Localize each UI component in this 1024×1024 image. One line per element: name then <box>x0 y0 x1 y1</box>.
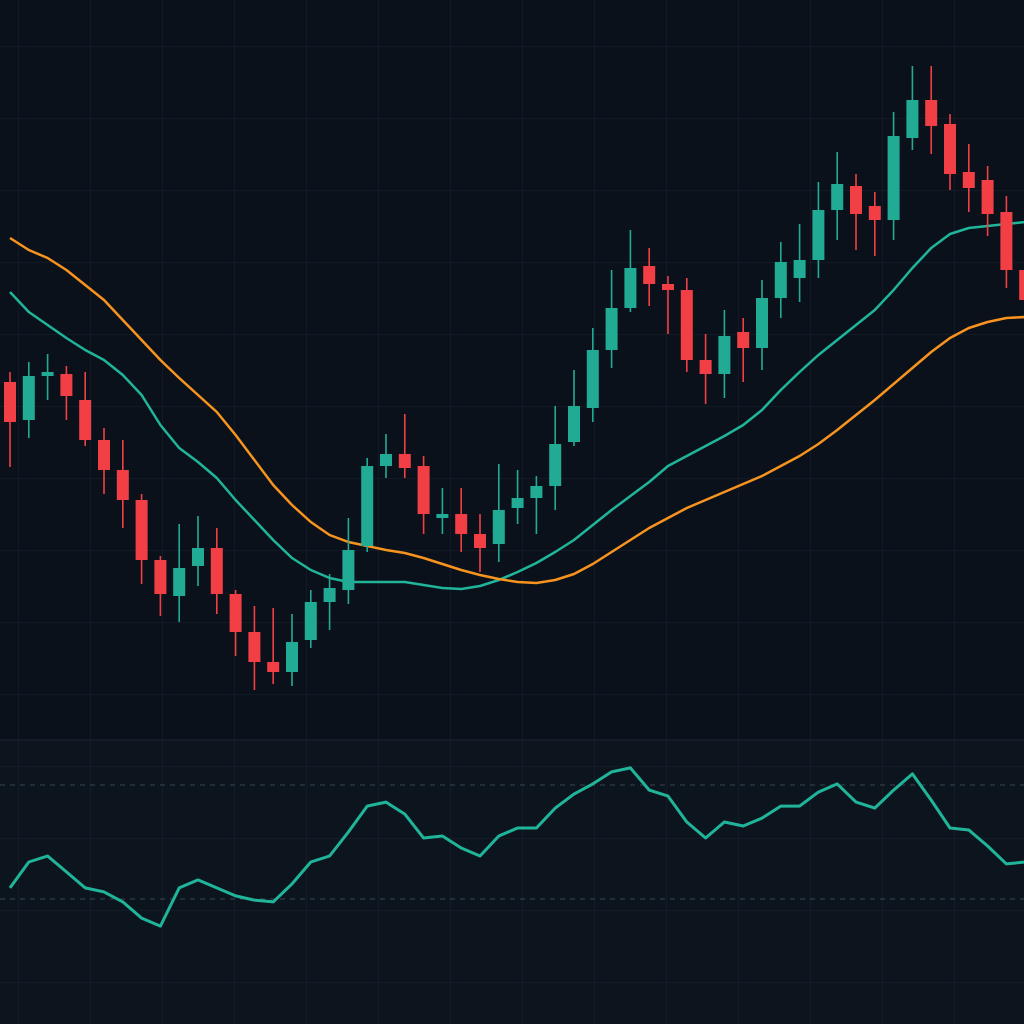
candle-body <box>60 374 73 396</box>
candle-body <box>887 136 900 220</box>
candle-body <box>22 376 35 420</box>
candle-body <box>680 290 693 360</box>
candle-body <box>492 510 505 544</box>
candle-body <box>135 500 148 560</box>
candle-body <box>455 514 468 534</box>
candle-body <box>173 568 186 596</box>
candle-body <box>624 268 637 308</box>
candle-body <box>398 454 411 468</box>
candle-body <box>793 260 806 278</box>
candle-body <box>98 440 110 470</box>
candle-body <box>737 332 750 348</box>
candle-body <box>568 406 580 442</box>
candle-body <box>962 172 975 188</box>
candle-body <box>662 284 674 290</box>
candle-body <box>361 466 374 546</box>
candle-body <box>774 262 787 298</box>
candle-body <box>812 210 825 260</box>
candle-body <box>586 350 599 408</box>
candle-body <box>718 336 731 374</box>
moving-average-line <box>9 236 1024 585</box>
candle-body <box>906 100 919 138</box>
candle-body <box>850 186 862 214</box>
candle-body <box>380 454 392 466</box>
candle-body <box>286 642 298 672</box>
candle-body <box>831 184 844 210</box>
candle-body <box>868 206 881 220</box>
candle-body <box>323 588 336 602</box>
price-grid <box>0 0 1024 740</box>
candle-body <box>530 486 543 498</box>
moving-average-line <box>9 220 1024 591</box>
candle-body <box>981 180 994 214</box>
candle-body <box>549 444 562 486</box>
candle-body <box>116 470 129 500</box>
candle-body <box>41 372 54 376</box>
candle-body <box>511 498 524 508</box>
candle-body <box>925 100 938 126</box>
candle-body <box>699 360 712 374</box>
oscillator-line <box>8 766 1024 928</box>
candle-body <box>342 550 355 590</box>
candle-body <box>192 548 204 566</box>
candle-body <box>474 534 486 548</box>
candle-body <box>248 632 261 662</box>
candle-body <box>210 548 223 594</box>
oscillator-grid <box>0 740 1024 1024</box>
candle-body <box>267 662 280 672</box>
candle-body <box>4 382 16 422</box>
candle-body <box>605 308 618 350</box>
candle-body <box>436 514 449 518</box>
candle-body <box>79 400 92 440</box>
candle-body <box>154 560 167 594</box>
candle-body <box>417 466 430 514</box>
candle-body <box>944 124 956 174</box>
candle-body <box>643 266 656 284</box>
candle-body <box>756 298 768 348</box>
candle-body <box>304 602 317 640</box>
candle-body <box>1000 212 1013 270</box>
candle-body <box>229 594 242 632</box>
candle-body <box>1019 270 1024 300</box>
